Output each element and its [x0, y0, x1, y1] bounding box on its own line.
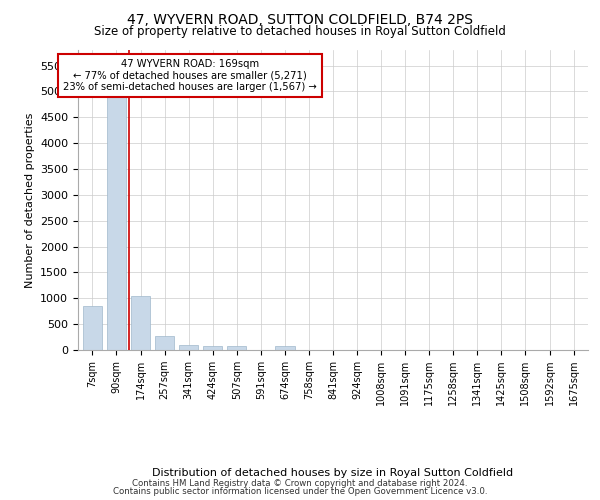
- Y-axis label: Number of detached properties: Number of detached properties: [25, 112, 35, 288]
- Bar: [83, 306, 102, 350]
- Bar: [155, 336, 174, 350]
- Bar: [179, 346, 198, 350]
- Text: 47, WYVERN ROAD, SUTTON COLDFIELD, B74 2PS: 47, WYVERN ROAD, SUTTON COLDFIELD, B74 2…: [127, 12, 473, 26]
- Bar: [275, 346, 295, 350]
- Text: 47 WYVERN ROAD: 169sqm
← 77% of detached houses are smaller (5,271)
23% of semi-: 47 WYVERN ROAD: 169sqm ← 77% of detached…: [64, 59, 317, 92]
- X-axis label: Distribution of detached houses by size in Royal Sutton Coldfield: Distribution of detached houses by size …: [152, 468, 514, 477]
- Bar: [227, 346, 247, 350]
- Text: Size of property relative to detached houses in Royal Sutton Coldfield: Size of property relative to detached ho…: [94, 25, 506, 38]
- Bar: [131, 296, 150, 350]
- Bar: [107, 66, 126, 350]
- Text: Contains HM Land Registry data © Crown copyright and database right 2024.: Contains HM Land Registry data © Crown c…: [132, 478, 468, 488]
- Text: Contains public sector information licensed under the Open Government Licence v3: Contains public sector information licen…: [113, 487, 487, 496]
- Bar: [203, 346, 223, 350]
